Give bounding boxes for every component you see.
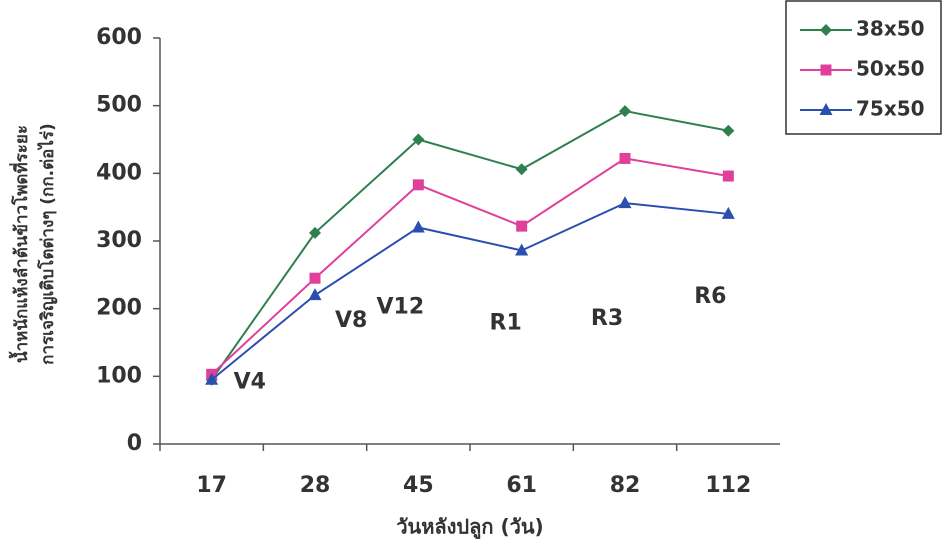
x-tick-label: 28	[300, 473, 331, 498]
x-axis-label: วันหลังปลูก (วัน)	[396, 515, 543, 541]
y-tick-label: 400	[96, 160, 142, 185]
y-tick-label: 500	[96, 93, 142, 118]
data-point	[723, 171, 734, 182]
y-tick-label: 200	[96, 296, 142, 321]
legend-label: 75x50	[856, 97, 925, 121]
y-tick-label: 0	[127, 431, 142, 456]
annotation: R6	[694, 284, 726, 309]
annotation: V8	[335, 308, 367, 333]
annotation: R1	[490, 310, 522, 335]
x-tick-label: 82	[610, 473, 641, 498]
y-axis-label: น้ำหนักแห้งลำต้นข้าวโพดที่ระยะ	[8, 125, 32, 363]
annotation: R3	[591, 306, 623, 331]
x-tick-label: 61	[506, 473, 537, 498]
x-tick-label: 17	[196, 473, 227, 498]
data-point	[619, 196, 632, 208]
data-point	[722, 125, 734, 137]
y-tick-label: 600	[96, 25, 142, 50]
y-tick-label: 100	[96, 363, 142, 388]
data-point	[619, 105, 631, 117]
data-point	[413, 179, 424, 190]
series-line	[212, 203, 729, 380]
data-point	[516, 221, 527, 232]
y-tick-label: 300	[96, 228, 142, 253]
chart: วันหลังปลูก (วัน) น้ำหนักแห้งลำต้นข้าวโพ…	[0, 0, 942, 556]
legend-label: 38x50	[856, 17, 925, 41]
annotation: V4	[234, 370, 266, 395]
series-line	[212, 111, 729, 380]
data-point	[309, 288, 322, 300]
data-point	[310, 273, 321, 284]
legend-marker	[821, 65, 832, 76]
legend-label: 50x50	[856, 57, 925, 81]
annotation: V12	[377, 294, 425, 319]
y-axis-label: การเจริญเติบโตต่างๆ (กก.ต่อไร่)	[37, 123, 58, 365]
data-point	[412, 220, 425, 232]
data-point	[516, 163, 528, 175]
data-point	[620, 153, 631, 164]
x-tick-label: 45	[403, 473, 434, 498]
x-tick-label: 112	[705, 473, 751, 498]
series-line	[212, 158, 729, 374]
